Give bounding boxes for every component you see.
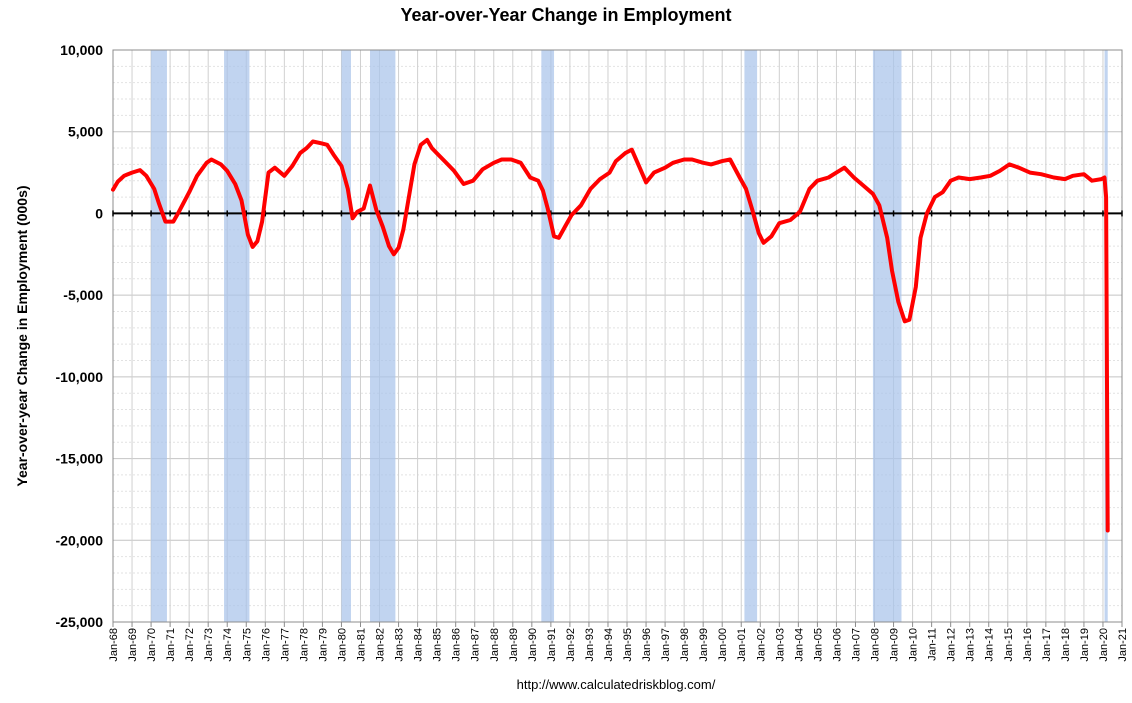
x-tick-label: Jan-08 bbox=[870, 628, 882, 662]
y-tick-label: -25,000 bbox=[56, 614, 104, 630]
y-tick-label: 0 bbox=[95, 205, 103, 221]
x-tick-label: Jan-94 bbox=[603, 628, 615, 662]
x-tick-label: Jan-76 bbox=[260, 628, 272, 662]
x-tick-label: Jan-82 bbox=[375, 628, 387, 662]
x-tick-label: Jan-88 bbox=[489, 628, 501, 662]
x-tick-label: Jan-87 bbox=[470, 628, 482, 662]
x-tick-label: Jan-05 bbox=[812, 628, 824, 662]
y-tick-label: -10,000 bbox=[56, 369, 104, 385]
axes bbox=[112, 49, 1123, 627]
x-tick-label: Jan-78 bbox=[298, 628, 310, 662]
x-tick-label: Jan-69 bbox=[127, 628, 139, 662]
x-tick-label: Jan-75 bbox=[241, 628, 253, 662]
grid bbox=[112, 49, 1123, 623]
recession-band bbox=[541, 50, 555, 622]
x-tick-label: Jan-81 bbox=[355, 628, 367, 662]
x-tick-label: Jan-71 bbox=[165, 628, 177, 662]
plot-border bbox=[112, 49, 1123, 623]
x-tick-label: Jan-11 bbox=[927, 628, 939, 661]
x-tick-label: Jan-15 bbox=[1003, 628, 1015, 662]
x-tick-label: Jan-93 bbox=[584, 628, 596, 662]
x-tick-label: Jan-98 bbox=[679, 628, 691, 662]
x-tick-label: Jan-92 bbox=[565, 628, 577, 662]
x-tick-label: Jan-19 bbox=[1079, 628, 1091, 662]
x-tick-label: Jan-18 bbox=[1060, 628, 1072, 662]
x-tick-label: Jan-96 bbox=[641, 628, 653, 662]
x-tick-label: Jan-06 bbox=[831, 628, 843, 662]
x-tick-label: Jan-97 bbox=[660, 628, 672, 662]
chart-title: Year-over-Year Change in Employment bbox=[400, 5, 732, 25]
x-tick-label: Jan-04 bbox=[793, 628, 805, 662]
x-tick-label: Jan-85 bbox=[432, 628, 444, 662]
y-tick-label: 5,000 bbox=[68, 124, 103, 140]
x-tick-label: Jan-14 bbox=[984, 628, 996, 662]
recession-band bbox=[151, 50, 167, 622]
x-tick-label: Jan-03 bbox=[774, 628, 786, 662]
x-tick-label: Jan-90 bbox=[527, 628, 539, 662]
source-label: http://www.calculatedriskblog.com/ bbox=[516, 677, 716, 692]
plot-background bbox=[113, 50, 1122, 622]
x-tick-label: Jan-89 bbox=[508, 628, 520, 662]
y-tick-label: 10,000 bbox=[60, 42, 103, 58]
recession-band bbox=[370, 50, 396, 622]
x-tick-label: Jan-70 bbox=[146, 628, 158, 662]
x-tick-label: Jan-86 bbox=[451, 628, 463, 662]
x-tick-label: Jan-01 bbox=[736, 628, 748, 662]
y-tick-label: -5,000 bbox=[63, 287, 103, 303]
x-tick-label: Jan-68 bbox=[108, 628, 120, 662]
x-tick-label: Jan-16 bbox=[1022, 628, 1034, 662]
x-tick-label: Jan-83 bbox=[394, 628, 406, 662]
y-tick-label: -15,000 bbox=[56, 451, 104, 467]
recession-band bbox=[341, 50, 351, 622]
x-tick-label: Jan-10 bbox=[908, 628, 920, 662]
x-tick-label: Jan-17 bbox=[1041, 628, 1053, 662]
recession-band bbox=[224, 50, 250, 622]
x-tick-label: Jan-91 bbox=[546, 628, 558, 662]
x-tick-label: Jan-77 bbox=[279, 628, 291, 662]
y-tick-label: -20,000 bbox=[56, 532, 104, 548]
x-tick-label: Jan-00 bbox=[717, 628, 729, 662]
series-line bbox=[111, 137, 1110, 533]
recession-band bbox=[872, 50, 902, 622]
x-tick-label: Jan-13 bbox=[965, 628, 977, 662]
tick-labels: 10,000 5,000 0 -5,000 -10,000 -15,000 -20,000 -… bbox=[56, 42, 1129, 662]
x-tick-label: Jan-09 bbox=[889, 628, 901, 662]
x-tick-label: Jan-84 bbox=[413, 628, 425, 662]
series bbox=[111, 137, 1110, 533]
recession-bands bbox=[151, 50, 1108, 622]
x-tick-label: Jan-99 bbox=[698, 628, 710, 662]
x-tick-label: Jan-73 bbox=[203, 628, 215, 662]
x-tick-label: Jan-79 bbox=[317, 628, 329, 662]
x-tick-label: Jan-02 bbox=[755, 628, 767, 662]
x-tick-label: Jan-80 bbox=[336, 628, 348, 662]
x-tick-label: Jan-72 bbox=[184, 628, 196, 662]
x-tick-label: Jan-21 bbox=[1117, 628, 1129, 662]
x-tick-label: Jan-95 bbox=[622, 628, 634, 662]
recession-band bbox=[744, 50, 758, 622]
x-tick-label: Jan-07 bbox=[850, 628, 862, 662]
x-tick-label: Jan-20 bbox=[1098, 628, 1110, 662]
x-tick-label: Jan-12 bbox=[946, 628, 958, 662]
x-tick-label: Jan-74 bbox=[222, 628, 234, 662]
